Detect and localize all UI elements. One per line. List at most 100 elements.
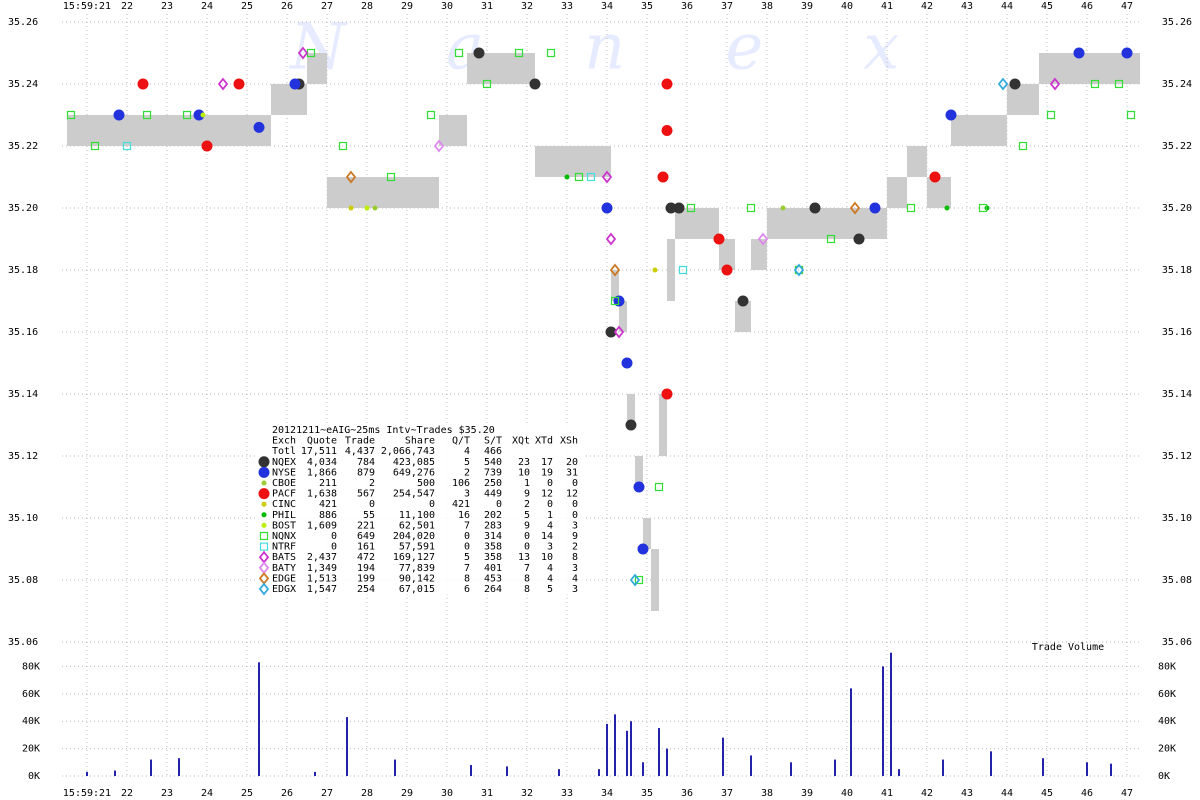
quote-band bbox=[307, 53, 327, 84]
trade-marker bbox=[945, 109, 957, 121]
table-cell: 0 bbox=[369, 499, 375, 510]
table-cell: 1,638 bbox=[307, 489, 337, 500]
table-cell: 453 bbox=[484, 573, 502, 584]
table-cell: 254,547 bbox=[393, 489, 435, 500]
table-cell: 8 bbox=[524, 584, 530, 595]
quote-band bbox=[751, 239, 767, 270]
x-tick-label: 15:59:21 bbox=[63, 788, 111, 799]
trade-marker bbox=[637, 543, 649, 555]
table-cell: 9 bbox=[524, 520, 530, 531]
legend-marker bbox=[261, 480, 267, 486]
legend-label: NQEX bbox=[272, 457, 296, 468]
quote-band bbox=[667, 239, 675, 301]
quote-band bbox=[535, 146, 599, 177]
volume-bar bbox=[558, 769, 560, 776]
table-cell: 649 bbox=[357, 531, 375, 542]
trade-marker bbox=[929, 171, 941, 183]
x-tick-label: 25 bbox=[241, 1, 253, 12]
legend-marker bbox=[258, 582, 270, 596]
table-cell: 1,513 bbox=[307, 573, 337, 584]
table-cell: 55 bbox=[363, 510, 375, 521]
x-tick-label: 27 bbox=[321, 788, 333, 799]
x-tick-label: 33 bbox=[561, 1, 573, 12]
table-cell: 67,015 bbox=[399, 584, 435, 595]
quote-band bbox=[735, 301, 751, 332]
table-header: XSh bbox=[560, 436, 578, 447]
table-cell: 202 bbox=[484, 510, 502, 521]
trade-marker bbox=[182, 110, 192, 120]
legend-label: NYSE bbox=[272, 467, 296, 478]
table-cell: 23 bbox=[518, 457, 530, 468]
table-cell: 649,276 bbox=[393, 467, 435, 478]
quote-band bbox=[1039, 53, 1059, 84]
table-header: Quote bbox=[307, 436, 337, 447]
trade-marker bbox=[122, 141, 132, 151]
quote-band bbox=[67, 115, 271, 146]
table-cell: 540 bbox=[484, 457, 502, 468]
trade-marker bbox=[137, 78, 149, 90]
x-tick-label: 32 bbox=[521, 788, 533, 799]
y-tick-label-right: 20K bbox=[1158, 744, 1176, 755]
trade-marker bbox=[473, 47, 485, 59]
x-tick-label: 34 bbox=[601, 1, 613, 12]
table-cell: 4 bbox=[547, 573, 553, 584]
table-cell: 1,349 bbox=[307, 563, 337, 574]
volume-bar bbox=[394, 759, 396, 776]
x-tick-label: 26 bbox=[281, 788, 293, 799]
table-cell: 4 bbox=[572, 573, 578, 584]
legend-label: PHIL bbox=[272, 510, 296, 521]
legend-marker bbox=[259, 542, 269, 551]
table-cell: 161 bbox=[357, 542, 375, 553]
trade-marker bbox=[780, 205, 786, 211]
table-cell: 3 bbox=[572, 520, 578, 531]
trade-marker bbox=[253, 121, 265, 133]
table-cell: 106 bbox=[452, 478, 470, 489]
x-tick-label: 26 bbox=[281, 1, 293, 12]
y-tick-label: 35.26 bbox=[8, 17, 38, 28]
trade-marker bbox=[338, 141, 348, 151]
trade-marker bbox=[1121, 47, 1133, 59]
quote-band bbox=[619, 301, 627, 332]
table-cell: 567 bbox=[357, 489, 375, 500]
trade-marker bbox=[746, 203, 756, 213]
trade-marker bbox=[201, 140, 213, 152]
x-tick-label: 29 bbox=[401, 1, 413, 12]
trade-marker bbox=[601, 202, 613, 214]
volume-bar bbox=[178, 758, 180, 776]
trade-marker bbox=[625, 419, 637, 431]
trade-marker bbox=[386, 172, 396, 182]
trade-marker bbox=[610, 296, 620, 306]
y-tick-label: 35.08 bbox=[8, 575, 38, 586]
table-cell: 264 bbox=[484, 584, 502, 595]
legend-label: EDGX bbox=[272, 584, 296, 595]
x-tick-label: 37 bbox=[721, 788, 733, 799]
table-cell: 169,127 bbox=[393, 552, 435, 563]
table-cell: 4,437 bbox=[345, 446, 375, 457]
table-cell: 0 bbox=[572, 499, 578, 510]
y-tick-label-right: 35.12 bbox=[1162, 451, 1192, 462]
table-cell: 3 bbox=[464, 489, 470, 500]
x-tick-label: 38 bbox=[761, 788, 773, 799]
legend-label: BATS bbox=[272, 552, 296, 563]
table-cell: 5 bbox=[524, 510, 530, 521]
y-tick-label: 40K bbox=[22, 716, 40, 727]
y-tick-label: 60K bbox=[22, 689, 40, 700]
trade-marker bbox=[454, 48, 464, 58]
volume-bar bbox=[642, 762, 644, 776]
trade-marker bbox=[621, 357, 633, 369]
x-tick-label: 29 bbox=[401, 788, 413, 799]
y-tick-label-right: 35.20 bbox=[1162, 203, 1192, 214]
y-tick-label: 35.12 bbox=[8, 451, 38, 462]
table-cell: 421 bbox=[319, 499, 337, 510]
trade-marker bbox=[426, 110, 436, 120]
trade-marker bbox=[233, 78, 245, 90]
table-cell: 10 bbox=[541, 552, 553, 563]
table-cell: 2 bbox=[369, 478, 375, 489]
table-cell: 90,142 bbox=[399, 573, 435, 584]
table-cell: 2,066,743 bbox=[381, 446, 435, 457]
table-cell: 0 bbox=[429, 499, 435, 510]
table-cell: 0 bbox=[524, 542, 530, 553]
table-cell: 250 bbox=[484, 478, 502, 489]
y-tick-label: 35.20 bbox=[8, 203, 38, 214]
table-cell: 57,591 bbox=[399, 542, 435, 553]
